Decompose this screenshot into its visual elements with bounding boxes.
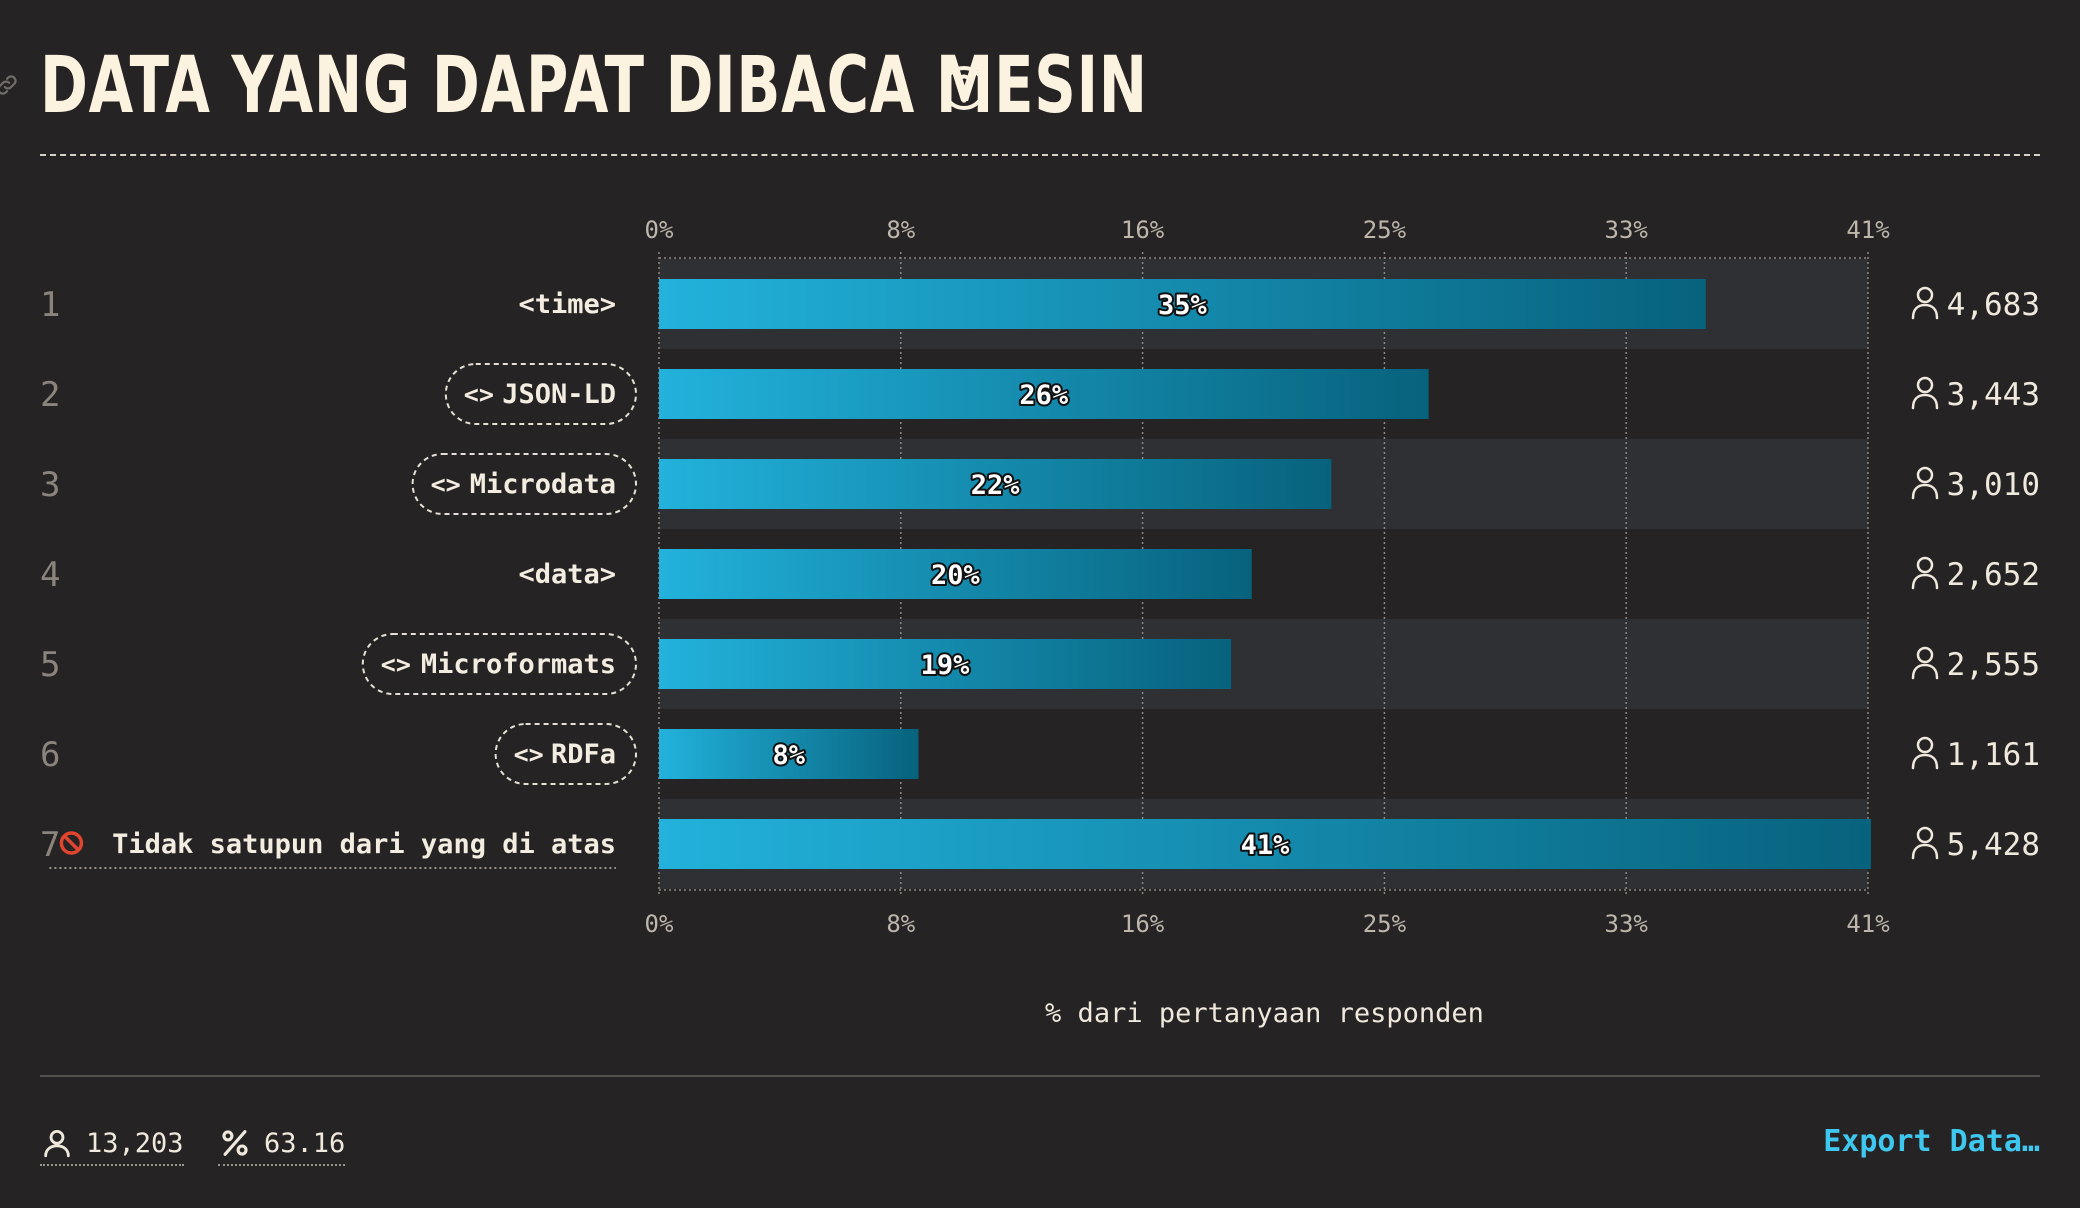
row-rank: 5 [40,645,60,685]
prohibited-icon-slash [63,834,80,852]
person-icon [1916,736,1934,754]
category-label[interactable]: Microdata [470,469,616,500]
category-label[interactable]: <time> [518,289,616,320]
footer-divider [40,1075,2040,1077]
person-icon [1916,826,1934,844]
person-icon-body [1911,753,1939,770]
person-icon [1916,466,1934,484]
respondent-count: 2,555 [1947,647,2040,683]
tag-pill[interactable] [411,453,637,515]
respondent-count: 1,161 [1947,737,2040,773]
respondent-count: 2,652 [1947,557,2040,593]
category-label[interactable]: Tidak satupun dari yang di atas [112,829,616,860]
bar[interactable] [659,639,1232,689]
title-divider [40,154,2040,156]
bar-value-label: 26% [1019,380,1069,411]
page-title: DATA YANG DAPAT DIBACA MESIN [40,41,1148,131]
link-icon[interactable] [0,72,20,98]
bar[interactable] [659,279,1706,329]
person-icon-body [1911,573,1939,590]
person-icon [1916,646,1934,664]
bar[interactable] [659,369,1429,419]
row-rank: 7 [40,825,60,865]
x-tick-label-bottom: 8% [886,910,915,938]
category-label[interactable]: JSON-LD [502,379,616,410]
bar-value-label: 19% [921,650,971,681]
person-icon-body [1911,303,1939,320]
respondent-count: 4,683 [1947,287,2040,323]
person-icon-body [1911,663,1939,680]
x-tick-label-top: 33% [1605,216,1649,244]
row-rank: 4 [40,555,60,595]
person-icon [1916,376,1934,394]
bar-value-label: 41% [1241,830,1291,861]
code-icon: <> [464,380,494,409]
tag-pill[interactable] [361,633,637,695]
respondent-count: 5,428 [1947,827,2040,863]
x-tick-label-top: 25% [1363,216,1407,244]
person-icon-body [1911,843,1939,860]
x-tick-label-bottom: 41% [1846,910,1890,938]
x-tick-label-top: 41% [1846,216,1890,244]
bar-value-label: 35% [1158,290,1208,321]
x-tick-label-bottom: 0% [645,910,674,938]
category-label[interactable]: <data> [518,559,616,590]
person-icon-body [1911,483,1939,500]
category-label[interactable]: RDFa [551,739,616,770]
person-icon [1916,556,1934,574]
tag-pill[interactable] [494,723,637,785]
bar-value-label: 8% [772,740,805,771]
bar[interactable] [659,459,1332,509]
respondent-count: 3,010 [1947,467,2040,503]
bar-value-label: 20% [931,560,981,591]
person-icon [1916,286,1934,304]
help-icon[interactable] [940,64,988,112]
row-rank: 3 [40,465,60,505]
x-tick-label-top: 16% [1121,216,1165,244]
category-label[interactable]: Microformats [421,649,616,680]
code-icon: <> [381,650,411,679]
x-tick-label-top: 8% [886,216,915,244]
row-rank: 1 [40,285,60,325]
person-icon [44,1129,70,1158]
tag-pill[interactable] [444,363,637,425]
x-tick-label-top: 0% [645,216,674,244]
percent-value: 63.16 [264,1127,346,1159]
x-tick-label-bottom: 25% [1363,910,1407,938]
percent-icon [222,1130,248,1156]
person-icon-body [1911,393,1939,410]
x-tick-label-bottom: 33% [1605,910,1649,938]
bar[interactable] [659,729,919,779]
bar[interactable] [659,549,1252,599]
code-icon: <> [431,470,461,499]
respondents-stat[interactable]: 13,203 [40,1122,184,1166]
x-tick-label-bottom: 16% [1121,910,1165,938]
respondents-count: 13,203 [86,1127,184,1159]
export-data-button[interactable]: Export Data… [1823,1124,2040,1159]
row-rank: 6 [40,735,60,775]
bar-value-label: 22% [971,470,1021,501]
prohibited-icon [59,831,84,855]
bar-chart: 0% 0% 8% 8% 16% 16% 25% 25% 33% 33% 41% 41% 1 <time> 3… [40,216,2040,1029]
bar[interactable] [659,819,1871,869]
x-axis-title: % dari pertanyaan responden [1045,998,1484,1029]
percent-stat[interactable]: 63.16 [218,1122,346,1166]
respondent-count: 3,443 [1947,377,2040,413]
row-rank: 2 [40,375,60,415]
code-icon: <> [514,740,544,769]
